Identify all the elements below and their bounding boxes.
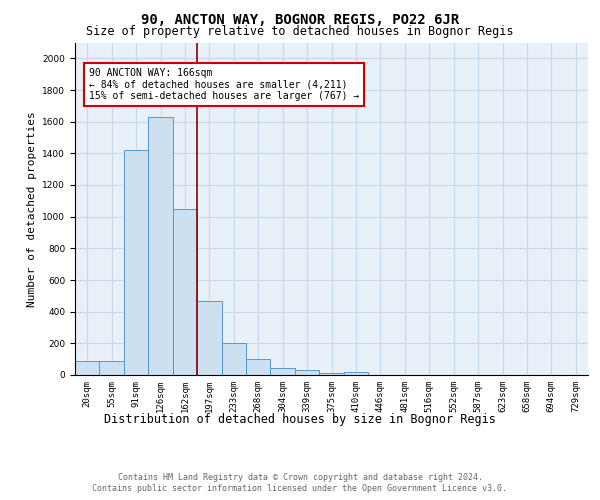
Text: Contains HM Land Registry data © Crown copyright and database right 2024.: Contains HM Land Registry data © Crown c…: [118, 472, 482, 482]
Bar: [124, 150, 148, 375]
Text: Distribution of detached houses by size in Bognor Regis: Distribution of detached houses by size …: [104, 412, 496, 426]
Bar: [148, 117, 173, 375]
Text: Contains public sector information licensed under the Open Government Licence v3: Contains public sector information licen…: [92, 484, 508, 493]
Text: Size of property relative to detached houses in Bognor Regis: Size of property relative to detached ho…: [86, 25, 514, 38]
Bar: [295, 370, 319, 375]
Bar: [271, 368, 295, 375]
Y-axis label: Number of detached properties: Number of detached properties: [27, 111, 37, 306]
Bar: [100, 361, 124, 375]
Bar: [344, 372, 368, 375]
Bar: [173, 209, 197, 375]
Bar: [221, 342, 246, 375]
Text: 90, ANCTON WAY, BOGNOR REGIS, PO22 6JR: 90, ANCTON WAY, BOGNOR REGIS, PO22 6JR: [141, 12, 459, 26]
Bar: [75, 361, 100, 375]
Bar: [197, 300, 221, 375]
Text: 90 ANCTON WAY: 166sqm
← 84% of detached houses are smaller (4,211)
15% of semi-d: 90 ANCTON WAY: 166sqm ← 84% of detached …: [89, 68, 359, 101]
Bar: [319, 372, 344, 375]
Bar: [246, 359, 271, 375]
